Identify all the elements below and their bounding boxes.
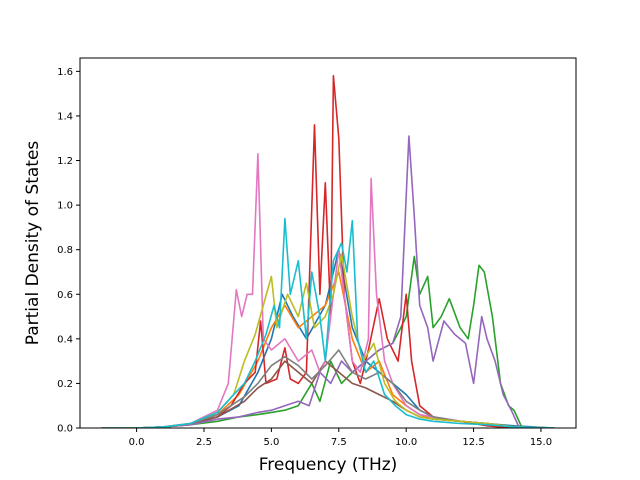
x-tick-label: 7.5 [331,437,347,448]
x-tick-label: 15.0 [530,437,552,448]
x-axis: 0.0 2.5 5.0 7.5 10.0 12.5 15.0 [129,428,552,448]
plot-frame [79,57,577,429]
x-tick-label: 5.0 [263,437,279,448]
x-tick-label: 10.0 [395,437,417,448]
series-line-3 [101,255,555,428]
y-tick-label: 0.2 [57,379,73,390]
y-axis-label: Partial Density of States [23,141,43,346]
y-tick-label: 1.0 [57,201,73,212]
y-tick-label: 0.4 [57,334,73,345]
x-tick-label: 12.5 [462,437,484,448]
series-line-10 [101,217,555,428]
y-tick-label: 1.4 [57,111,73,122]
y-tick-label: 0.6 [57,290,73,301]
x-axis-label: Frequency (THz) [259,455,398,475]
y-tick-label: 0.0 [57,424,73,435]
series-line-5 [101,135,555,428]
y-tick-label: 1.2 [57,156,73,167]
series-line-7 [101,153,555,428]
y-tick-label: 1.6 [57,67,73,78]
series-layer [101,75,555,428]
x-tick-label: 2.5 [196,437,212,448]
y-tick-label: 0.8 [57,245,73,256]
x-tick-label: 0.0 [129,437,145,448]
y-axis: 0.0 0.2 0.4 0.6 0.8 1.0 1.2 1.4 1.6 [57,67,80,435]
series-line-8 [101,349,555,428]
